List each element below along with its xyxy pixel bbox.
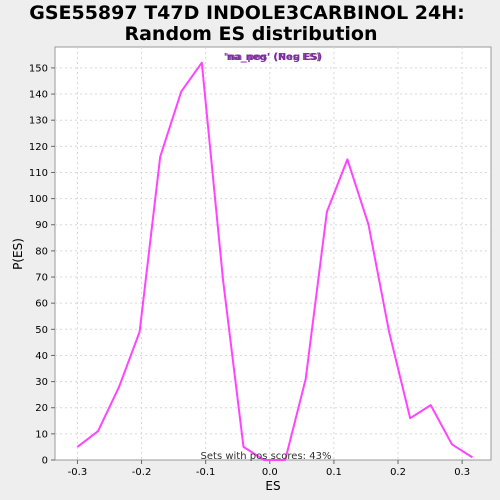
legend-label-neg: 'na_neg' (Neg ES) [224,52,323,63]
y-tick-label: 80 [35,246,48,257]
pos-scores-annotation: Sets with pos scores: 43% [201,451,332,462]
y-tick-label: 10 [35,429,48,440]
y-tick-label: 140 [29,90,48,101]
y-tick-label: 130 [29,116,48,127]
plot-area [54,46,492,461]
x-tick-label: -0.2 [132,467,152,478]
grid-layer [55,47,491,460]
y-tick-label: 40 [35,351,48,362]
axis-layer: 0 10 20 30 40 50 60 70 80 90 100 110 120 130 140 150 -0.… [29,63,470,478]
chart-title-line-1: GSE55897 T47D INDOLE3CARBINOL 24H: [29,2,465,24]
y-tick-label: 0 [42,456,48,467]
y-tick-label: 90 [35,220,48,231]
x-tick-label: -0.1 [196,467,216,478]
x-tick-label: 0.3 [454,467,470,478]
x-tick-label: 0.1 [326,467,342,478]
es-distribution-line [76,61,473,461]
x-tick-label: -0.3 [68,467,88,478]
x-tick-label: 0.2 [390,467,406,478]
y-tick-label: 70 [35,273,48,284]
y-tick-label: 120 [29,142,48,153]
y-axis-label: P(ES) [11,238,25,270]
chart-title-line-2: Random ES distribution [124,23,377,45]
y-tick-label: 110 [29,168,48,179]
x-tick-label: 0.0 [262,467,278,478]
x-axis-label: ES [265,479,280,493]
y-tick-label: 100 [29,194,48,205]
y-tick-label: 50 [35,325,48,336]
y-tick-label: 30 [35,377,48,388]
y-tick-label: 150 [29,63,48,74]
series-layer [76,61,473,461]
legend-label-pos: 'na_pos' (Pos ES) [225,52,320,63]
y-tick-label: 20 [35,403,48,414]
y-tick-label: 60 [35,299,48,310]
